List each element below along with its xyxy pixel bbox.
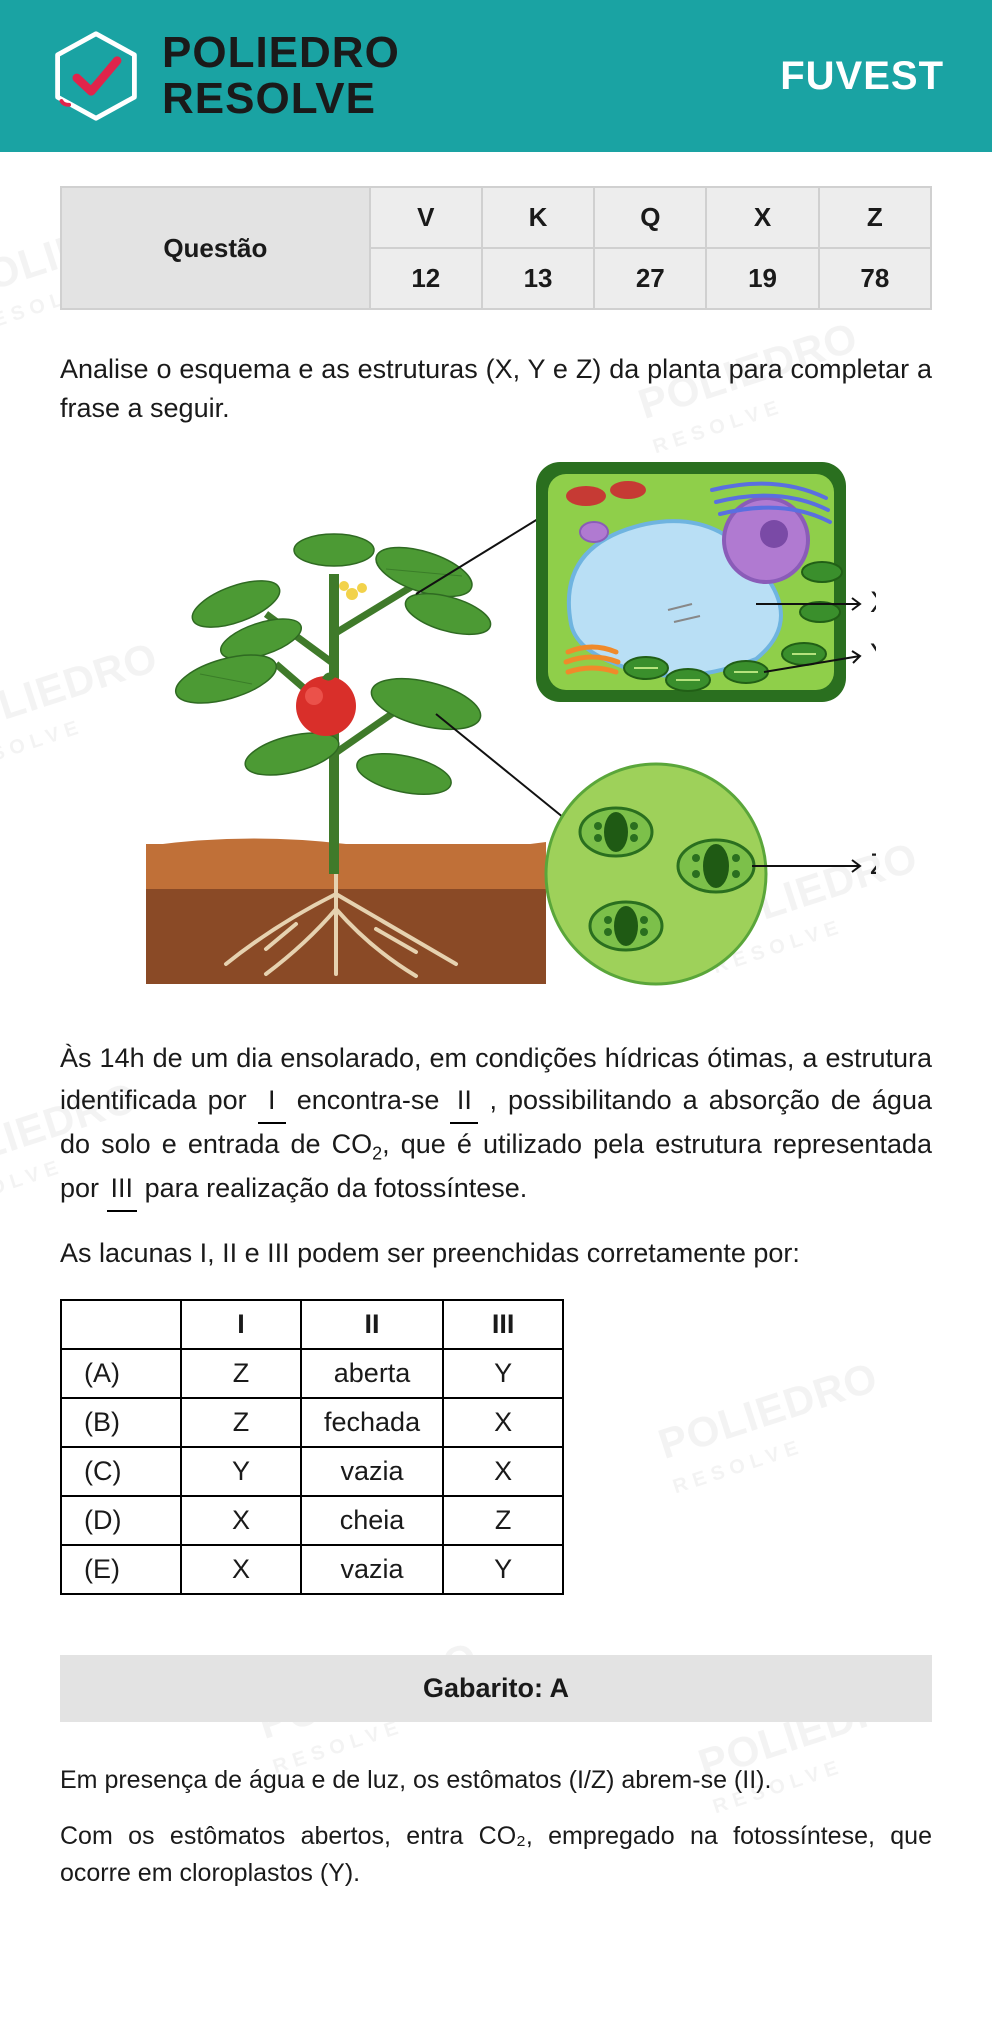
label-z: Z xyxy=(870,848,876,881)
question-label: Questão xyxy=(61,187,370,309)
answer-table: I II III (A) Z aberta Y (B) Z fechada X … xyxy=(60,1299,564,1595)
ah-1: I xyxy=(181,1300,301,1349)
fill-sentence: Às 14h de um dia ensolarado, em condiçõe… xyxy=(60,1038,932,1212)
blank-ii: II xyxy=(450,1080,478,1124)
table-row: (A) Z aberta Y xyxy=(61,1349,563,1398)
val-K: 13 xyxy=(482,248,594,309)
explanation-2: Com os estômatos abertos, entra CO₂, emp… xyxy=(60,1818,932,1893)
explanation-1: Em presença de água e de luz, os estômat… xyxy=(60,1762,932,1800)
plant-diagram-svg: X Y xyxy=(116,454,876,1014)
table-row: (D) X cheia Z xyxy=(61,1496,563,1545)
prompt2: As lacunas I, II e III podem ser preench… xyxy=(60,1234,932,1273)
fs-p5: para realização da fotossíntese. xyxy=(145,1173,528,1203)
col-V: V xyxy=(370,187,482,248)
ah-3: III xyxy=(443,1300,563,1349)
ah-0 xyxy=(61,1300,181,1349)
logo-block: POLIEDRO RESOLVE xyxy=(48,28,400,124)
ah-2: II xyxy=(301,1300,443,1349)
col-X: X xyxy=(706,187,818,248)
col-Z: Z xyxy=(819,187,931,248)
val-Z: 78 xyxy=(819,248,931,309)
blank-i: I xyxy=(258,1080,286,1124)
table-row: (B) Z fechada X xyxy=(61,1398,563,1447)
val-Q: 27 xyxy=(594,248,706,309)
intro-text: Analise o esquema e as estruturas (X, Y … xyxy=(60,350,932,428)
brand-line2: RESOLVE xyxy=(162,76,400,122)
table-row: (E) X vazia Y xyxy=(61,1545,563,1594)
brand-text: POLIEDRO RESOLVE xyxy=(162,30,400,122)
fs-p2: encontra-se xyxy=(297,1085,451,1115)
label-x: X xyxy=(870,586,876,619)
col-Q: Q xyxy=(594,187,706,248)
question-map-table: Questão V K Q X Z 12 13 27 19 78 xyxy=(60,186,932,310)
hex-check-icon xyxy=(48,28,144,124)
val-X: 19 xyxy=(706,248,818,309)
blank-iii: III xyxy=(107,1168,138,1212)
label-y: Y xyxy=(870,638,876,671)
plant-diagram: X Y xyxy=(60,454,932,1014)
col-K: K xyxy=(482,187,594,248)
brand-line1: POLIEDRO xyxy=(162,30,400,76)
exam-name: FUVEST xyxy=(780,54,944,99)
table-row: (C) Y vazia X xyxy=(61,1447,563,1496)
val-V: 12 xyxy=(370,248,482,309)
co2-sub: 2 xyxy=(372,1143,382,1163)
answer-key: Gabarito: A xyxy=(60,1655,932,1722)
header: POLIEDRO RESOLVE FUVEST xyxy=(0,0,992,152)
